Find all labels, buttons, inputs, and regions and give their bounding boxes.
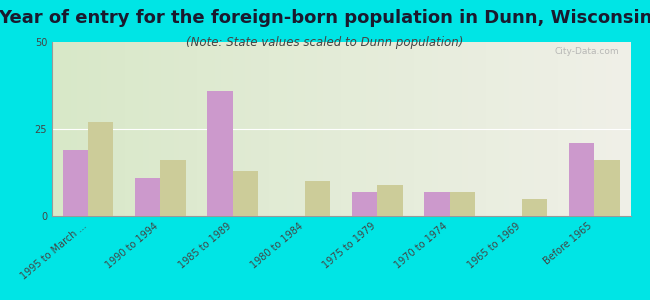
Bar (233, 171, 258, 216)
Bar (352, 192, 378, 216)
Bar (161, 160, 186, 216)
Bar (88, 122, 114, 216)
Bar (569, 143, 594, 216)
Text: Year of entry for the foreign-born population in Dunn, Wisconsin: Year of entry for the foreign-born popul… (0, 9, 650, 27)
Bar (378, 185, 403, 216)
Bar (207, 91, 233, 216)
Bar (522, 199, 547, 216)
Bar (450, 192, 475, 216)
Bar (135, 178, 161, 216)
Bar (424, 192, 450, 216)
Text: City-Data.com: City-Data.com (554, 47, 619, 56)
Bar (63, 150, 88, 216)
Bar (594, 160, 619, 216)
Bar (305, 181, 330, 216)
Text: (Note: State values scaled to Dunn population): (Note: State values scaled to Dunn popul… (187, 36, 463, 49)
